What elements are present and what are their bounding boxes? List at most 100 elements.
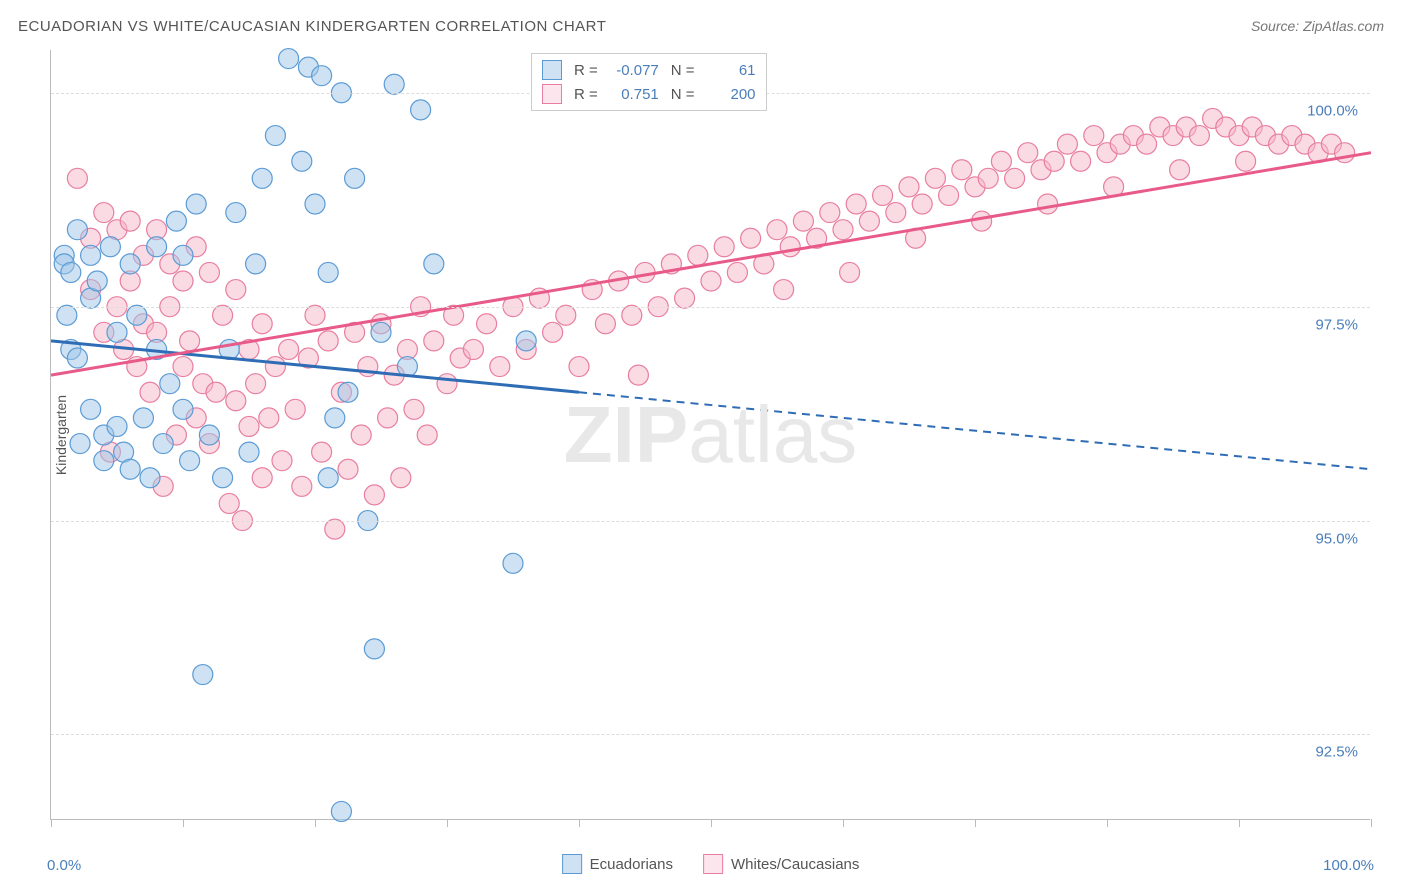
legend-stats-box: R =-0.077N =61R =0.751N =200 [531, 53, 767, 111]
legend-swatch [703, 854, 723, 874]
scatter-point [120, 211, 140, 231]
scatter-point [1189, 126, 1209, 146]
scatter-point [272, 451, 292, 471]
scatter-point [477, 314, 497, 334]
scatter-point [81, 245, 101, 265]
scatter-point [265, 126, 285, 146]
scatter-point [543, 322, 563, 342]
scatter-point [246, 374, 266, 394]
scatter-point [318, 468, 338, 488]
x-tick [183, 819, 184, 827]
scatter-point [279, 49, 299, 69]
scatter-point [173, 399, 193, 419]
stat-r-label: R = [574, 62, 598, 79]
scatter-point [1137, 134, 1157, 154]
scatter-point [991, 151, 1011, 171]
x-tick [51, 819, 52, 827]
scatter-point [246, 254, 266, 274]
x-tick [843, 819, 844, 827]
x-tick [711, 819, 712, 827]
scatter-point [939, 185, 959, 205]
scatter-point [351, 425, 371, 445]
scatter-point [727, 262, 747, 282]
scatter-point [1005, 168, 1025, 188]
scatter-point [384, 74, 404, 94]
scatter-point [1038, 194, 1058, 214]
scatter-point [622, 305, 642, 325]
scatter-point [252, 468, 272, 488]
scatter-point [371, 322, 391, 342]
scatter-point [873, 185, 893, 205]
scatter-point [886, 203, 906, 223]
scatter-point [166, 211, 186, 231]
scatter-point [70, 434, 90, 454]
scatter-point [378, 408, 398, 428]
scatter-point [305, 305, 325, 325]
scatter-point [180, 331, 200, 351]
scatter-point [252, 168, 272, 188]
scatter-point [127, 305, 147, 325]
scatter-point [226, 391, 246, 411]
bottom-legend-label: Whites/Caucasians [731, 856, 859, 873]
scatter-point [628, 365, 648, 385]
scatter-point [259, 408, 279, 428]
scatter-point [840, 262, 860, 282]
scatter-point [780, 237, 800, 257]
scatter-point [292, 151, 312, 171]
y-tick-label: 95.0% [1315, 530, 1358, 547]
scatter-point [213, 305, 233, 325]
scatter-point [846, 194, 866, 214]
x-tick [1107, 819, 1108, 827]
scatter-point [140, 382, 160, 402]
scatter-point [1044, 151, 1064, 171]
scatter-point [173, 271, 193, 291]
stat-n-value: 61 [701, 62, 756, 79]
chart-container: ECUADORIAN VS WHITE/CAUCASIAN KINDERGART… [0, 0, 1406, 892]
scatter-point [490, 357, 510, 377]
scatter-point [325, 408, 345, 428]
scatter-point [87, 271, 107, 291]
scatter-point [57, 305, 77, 325]
bottom-legend-item: Whites/Caucasians [703, 854, 859, 874]
scatter-point [107, 322, 127, 342]
legend-stats-row: R =-0.077N =61 [542, 58, 756, 82]
gridline [51, 734, 1370, 735]
scatter-point [312, 66, 332, 86]
scatter-point [285, 399, 305, 419]
scatter-point [424, 254, 444, 274]
scatter-point [972, 211, 992, 231]
scatter-point [67, 348, 87, 368]
scatter-point [1071, 151, 1091, 171]
stat-n-value: 200 [701, 86, 756, 103]
legend-swatch [542, 84, 562, 104]
scatter-point [186, 194, 206, 214]
scatter-point [437, 374, 457, 394]
scatter-point [206, 382, 226, 402]
scatter-point [1018, 143, 1038, 163]
scatter-point [1057, 134, 1077, 154]
scatter-point [424, 331, 444, 351]
scatter-point [173, 245, 193, 265]
scatter-point [675, 288, 695, 308]
scatter-point [107, 416, 127, 436]
scatter-point [364, 485, 384, 505]
scatter-point [1084, 126, 1104, 146]
scatter-point [952, 160, 972, 180]
x-tick [1371, 819, 1372, 827]
scatter-point [61, 262, 81, 282]
scatter-point [793, 211, 813, 231]
scatter-point [199, 425, 219, 445]
scatter-point [312, 442, 332, 462]
scatter-point [239, 442, 259, 462]
x-tick [579, 819, 580, 827]
scatter-point [516, 331, 536, 351]
scatter-point [503, 553, 523, 573]
y-tick-label: 92.5% [1315, 744, 1358, 761]
gridline [51, 307, 1370, 308]
scatter-point [305, 194, 325, 214]
scatter-point [219, 493, 239, 513]
scatter-point [252, 314, 272, 334]
x-tick-label-max: 100.0% [1323, 857, 1374, 874]
scatter-point [978, 168, 998, 188]
scatter-point [688, 245, 708, 265]
